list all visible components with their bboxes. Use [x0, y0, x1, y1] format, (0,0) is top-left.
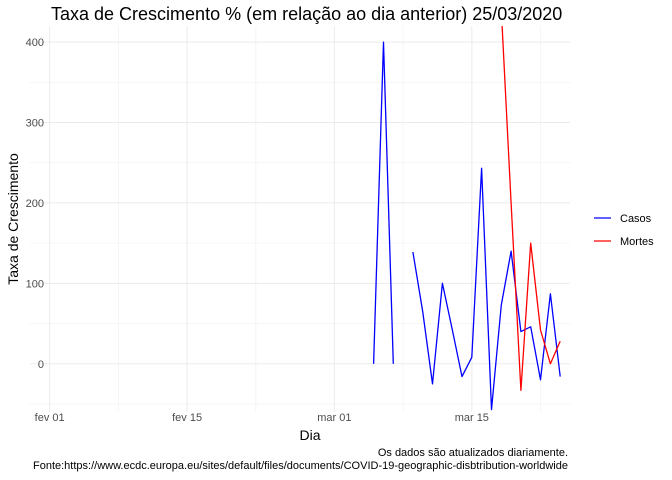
y-tick-label: 400	[26, 37, 44, 49]
caption-source: Fonte:https://www.ecdc.europa.eu/sites/d…	[0, 460, 568, 472]
x-tick-label: fev 01	[35, 412, 65, 424]
plot-panel	[30, 26, 570, 412]
legend: Casos Mortes	[594, 213, 654, 248]
x-tick-label: mar 01	[317, 412, 351, 424]
y-axis-label: Taxa de Crescimento	[5, 153, 21, 285]
y-tick-label: 300	[26, 118, 44, 130]
x-axis-label: Dia	[299, 427, 320, 443]
chart-title: Taxa de Crescimento % (em relação ao dia…	[51, 4, 563, 24]
caption-update-note: Os dados são atualizados diariamente.	[377, 447, 568, 459]
legend-label-casos: Casos	[620, 213, 652, 225]
y-tick-label: 100	[26, 278, 44, 290]
series-line-casos	[412, 167, 561, 411]
series-line-casos	[372, 41, 394, 364]
legend-label-mortes: Mortes	[620, 236, 654, 248]
y-tick-label: 0	[38, 359, 44, 371]
y-axis-ticks: 0 100 200 300 400	[26, 37, 44, 371]
x-tick-label: mar 15	[455, 412, 489, 424]
y-tick-label: 200	[26, 198, 44, 210]
minor-gridlines	[30, 26, 570, 412]
x-axis-ticks: fev 01 fev 15 mar 01 mar 15	[35, 412, 489, 424]
x-tick-label: fev 15	[172, 412, 202, 424]
caption-source-text: Fonte:https://www.ecdc.europa.eu/sites/d…	[33, 460, 568, 472]
series-line-mortes	[501, 26, 561, 391]
series-lines	[372, 26, 561, 411]
